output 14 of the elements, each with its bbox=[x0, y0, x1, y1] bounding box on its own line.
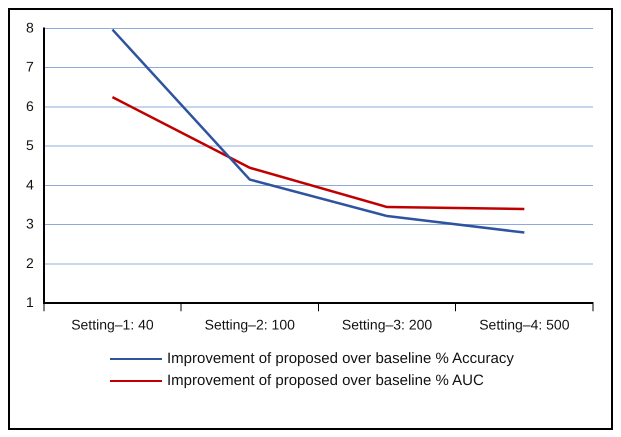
legend-label: Improvement of proposed over baseline % Accuracy bbox=[167, 349, 514, 369]
y-tick-label: 1 bbox=[26, 294, 34, 310]
y-tick-label: 6 bbox=[26, 98, 34, 114]
x-tick-label: Setting–1: 40 bbox=[71, 316, 154, 332]
x-tick-label: Setting–2: 100 bbox=[204, 316, 296, 332]
x-tick-label: Setting–3: 200 bbox=[342, 316, 432, 332]
y-tick-label: 3 bbox=[26, 216, 34, 232]
y-tick-label: 5 bbox=[26, 137, 34, 154]
legend-label: Improvement of proposed over baseline % AUC bbox=[167, 371, 484, 391]
y-tick-label: 4 bbox=[26, 176, 34, 192]
x-tick-label: Setting–4: 500 bbox=[479, 316, 570, 332]
y-tick-label: 8 bbox=[26, 19, 34, 36]
y-tick-label: 7 bbox=[26, 58, 34, 75]
y-tick-label: 2 bbox=[26, 254, 34, 271]
